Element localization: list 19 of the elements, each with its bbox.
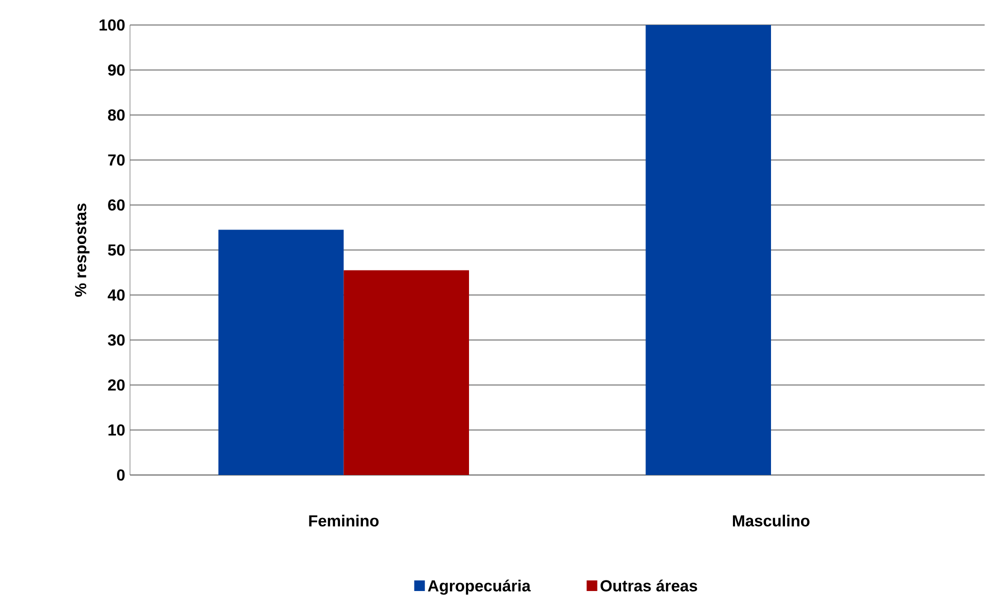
y-tick-label: 50 <box>108 244 125 256</box>
y-tick-label: 60 <box>108 199 125 211</box>
legend-label: Outras áreas <box>600 580 698 592</box>
y-tick-label: 100 <box>100 19 125 31</box>
y-tick-label: 90 <box>108 64 125 76</box>
bar <box>218 230 344 476</box>
y-tick-label: 40 <box>108 289 125 301</box>
y-tick-label: 80 <box>108 109 125 121</box>
legend-label: Agropecuária <box>428 580 531 595</box>
bar <box>344 270 470 476</box>
bar <box>646 25 772 476</box>
y-axis-title: % respostas <box>75 204 90 297</box>
y-tick-label: 20 <box>108 379 125 391</box>
y-tick-label: 30 <box>108 334 125 346</box>
x-tick-label: Feminino <box>309 514 379 526</box>
x-tick-label: Masculino <box>732 514 810 526</box>
y-tick-label: 0 <box>117 469 125 481</box>
y-tick-label: 70 <box>108 154 125 166</box>
y-tick-label: 10 <box>108 424 125 436</box>
